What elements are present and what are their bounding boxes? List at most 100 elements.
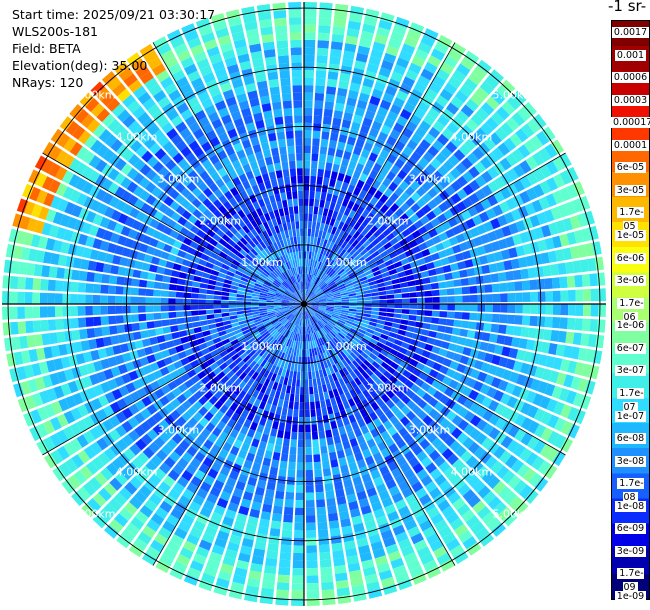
ray-cell (423, 316, 432, 323)
ray-cell (534, 477, 549, 492)
ray-cell (210, 171, 221, 182)
ray-cell (394, 207, 405, 218)
azimuth-spoke (42, 303, 305, 456)
ray-cell (147, 329, 157, 337)
ray-cell (115, 315, 124, 324)
ray-cell (336, 212, 344, 221)
ray-cell (337, 352, 344, 361)
ray-cell (335, 442, 344, 452)
azimuth-spoke (152, 42, 305, 305)
ray-cell (238, 283, 247, 289)
ray-cell (179, 439, 190, 451)
ray-cell (273, 10, 287, 19)
ray-cell (243, 344, 252, 352)
ray-cell (186, 192, 197, 203)
ray-cell (130, 516, 145, 530)
ray-cell (266, 300, 274, 303)
ray-cell (351, 339, 359, 347)
ray-cell (146, 373, 156, 383)
ray-cell (357, 245, 366, 253)
ray-cell (380, 333, 389, 341)
ray-cell (126, 181, 138, 193)
ray-cell (128, 429, 140, 442)
ray-cell (295, 386, 300, 395)
ray-cell (331, 288, 340, 293)
ray-cell (180, 187, 191, 198)
ray-cell (85, 294, 93, 304)
ray-cell (360, 362, 369, 371)
ray-cell (224, 56, 238, 67)
ray-cell (359, 341, 368, 348)
ray-cell (373, 190, 383, 200)
ray-cell (269, 388, 276, 398)
ray-cell (237, 449, 248, 460)
ray-cell (317, 168, 324, 177)
ray-cell (200, 428, 211, 439)
ray-cell (184, 30, 199, 42)
ray-cell (184, 252, 194, 261)
ray-cell (243, 459, 253, 470)
ray-cell (364, 231, 373, 240)
ray-cell (239, 237, 248, 246)
ray-cell (424, 61, 438, 74)
ray-cell (320, 254, 325, 263)
ray-cell (539, 396, 551, 410)
ray-cell (291, 590, 304, 599)
ray-cell (522, 292, 531, 302)
ray-cell (383, 117, 395, 129)
ray-cell (374, 327, 383, 333)
ray-cell (196, 264, 205, 272)
ray-cell (281, 537, 292, 546)
ray-cell (175, 121, 188, 133)
ray-cell (419, 120, 431, 132)
ray-cell (390, 164, 401, 175)
ray-cell (258, 401, 267, 410)
ray-cell (106, 219, 117, 231)
ray-cell (160, 49, 175, 63)
ray-cell (447, 491, 461, 505)
ray-cell (224, 121, 235, 132)
ray-cell (259, 292, 268, 297)
ray-cell (223, 220, 233, 230)
ray-cell (203, 267, 212, 274)
ray-cell (520, 362, 531, 375)
ray-cell (286, 269, 292, 278)
ray-cell (64, 458, 78, 473)
ray-cell (267, 294, 275, 298)
ray-cell (33, 264, 43, 277)
ray-cell (308, 309, 315, 316)
ray-cell (283, 292, 291, 298)
ray-cell (445, 368, 456, 378)
ray-cell (245, 523, 257, 533)
ray-cell (394, 339, 403, 347)
ray-cell (432, 75, 446, 88)
ray-cell (481, 332, 491, 342)
ray-cell (500, 249, 511, 260)
ray-cell (498, 506, 513, 521)
ray-cell (263, 378, 271, 387)
ray-cell (258, 232, 266, 241)
ray-cell (292, 340, 297, 349)
ray-cell (251, 555, 264, 565)
ray-cell (508, 222, 519, 235)
ray-cell (137, 296, 146, 304)
ray-cell (192, 494, 205, 506)
ray-cell (467, 474, 481, 488)
ray-cell (340, 311, 349, 316)
ray-cell (391, 278, 400, 285)
ray-cell (470, 415, 482, 427)
ray-cell (318, 305, 327, 308)
ray-cell (463, 398, 474, 410)
radar-center-marker (301, 301, 307, 307)
ray-cell (210, 224, 220, 233)
ray-cell (456, 201, 467, 212)
ray-cell (291, 308, 299, 314)
ray-cell (239, 156, 249, 167)
ray-cell (130, 314, 139, 323)
ray-cell (79, 465, 93, 480)
ray-cell (381, 497, 394, 508)
ray-cell (304, 145, 311, 154)
ray-cell (368, 494, 380, 505)
ray-cell (356, 309, 365, 313)
ray-cell (170, 325, 179, 333)
